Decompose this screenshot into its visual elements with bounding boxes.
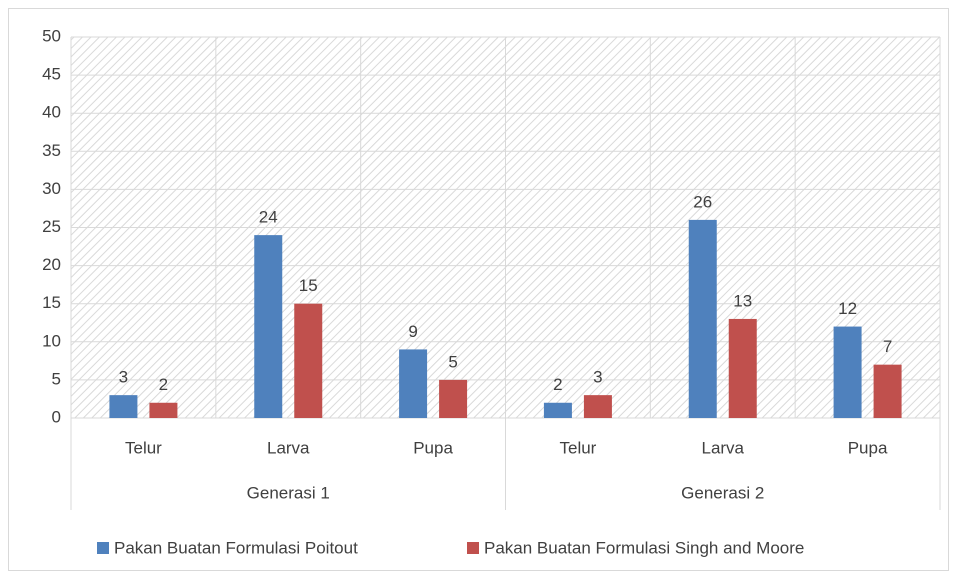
bar [294,303,323,418]
bar [149,402,178,418]
data-label: 2 [159,375,168,394]
bar [254,235,283,418]
legend-swatch [467,542,479,554]
group-label: Generasi 1 [247,483,330,502]
x-tick-label: Pupa [848,438,888,457]
group-label: Generasi 2 [681,483,764,502]
data-label: 5 [448,352,457,371]
y-tick-label: 45 [42,65,61,84]
data-label: 3 [593,368,602,387]
data-label: 7 [883,337,892,356]
y-tick-label: 15 [42,293,61,312]
x-tick-label: Telur [125,438,162,457]
bar [728,318,757,418]
x-tick-label: Larva [267,438,310,457]
data-label: 3 [119,368,128,387]
y-tick-label: 0 [52,407,61,426]
data-label: 2 [553,375,562,394]
y-tick-label: 35 [42,141,61,160]
bar [399,349,428,418]
bar [439,379,468,418]
y-tick-label: 40 [42,103,61,122]
legend-label: Pakan Buatan Formulasi Singh and Moore [484,538,804,557]
x-tick-label: Telur [559,438,596,457]
legend-label: Pakan Buatan Formulasi Poitout [114,538,358,557]
y-tick-label: 5 [52,369,61,388]
bar [873,364,902,418]
y-tick-label: 50 [42,26,61,45]
data-label: 26 [693,192,712,211]
y-tick-label: 25 [42,217,61,236]
data-label: 24 [259,208,278,227]
data-label: 9 [408,322,417,341]
y-tick-label: 10 [42,331,61,350]
y-tick-label: 30 [42,179,61,198]
legend-swatch [97,542,109,554]
x-tick-label: Pupa [413,438,453,457]
data-label: 13 [733,291,752,310]
bar [109,395,138,418]
bar [833,326,862,418]
bar [688,219,717,418]
data-label: 15 [299,276,318,295]
bar [583,395,612,418]
y-tick-label: 20 [42,255,61,274]
data-label: 12 [838,299,857,318]
x-tick-label: Larva [701,438,744,457]
bar [543,402,572,418]
